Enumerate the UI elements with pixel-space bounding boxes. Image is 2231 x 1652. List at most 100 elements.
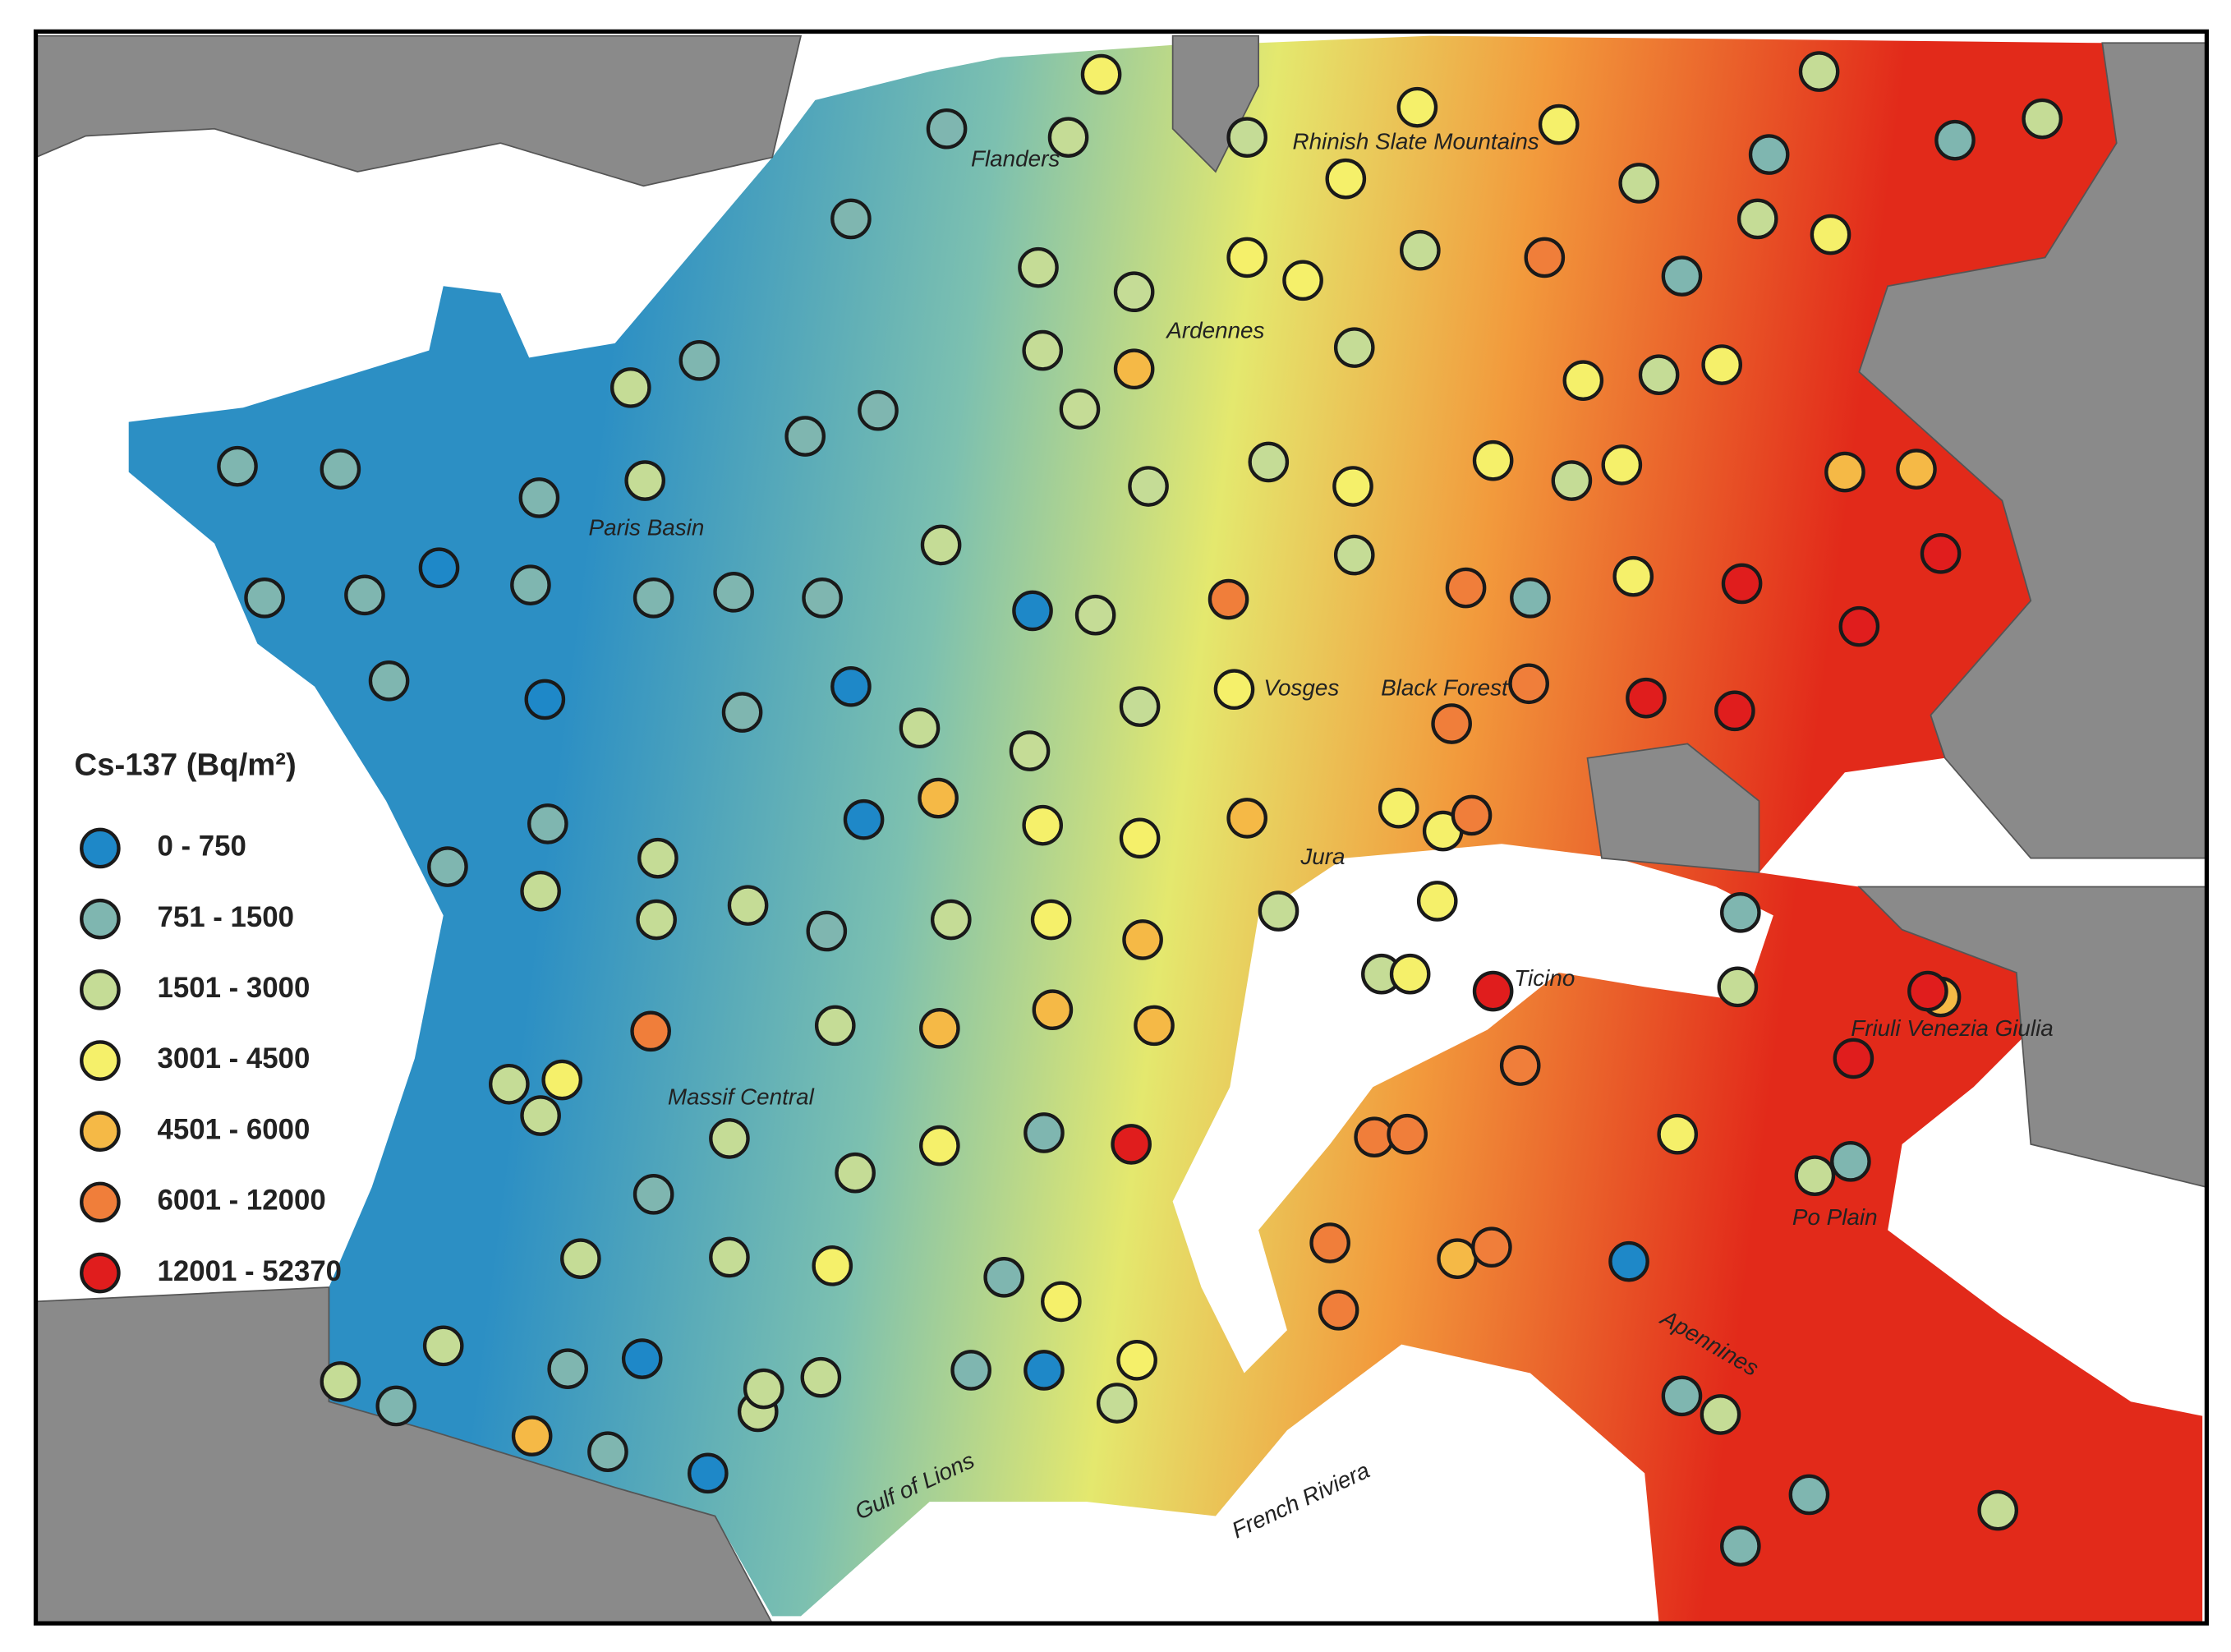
legend-swatch — [80, 1111, 121, 1153]
sample-site — [368, 660, 410, 702]
sample-site — [1208, 578, 1249, 620]
sample-site — [344, 574, 385, 616]
sample-site — [541, 1059, 583, 1101]
sample-site — [1437, 1238, 1478, 1279]
sample-site — [1700, 1394, 1741, 1435]
sample-site — [1041, 1281, 1082, 1323]
sample-site — [1074, 594, 1116, 636]
sample-site — [709, 1118, 750, 1159]
region-label: Ticino — [1514, 965, 1575, 991]
sample-site — [1396, 86, 1438, 128]
legend-label: 3001 - 4500 — [158, 1042, 310, 1074]
sample-site — [1389, 953, 1431, 995]
sample-site — [1510, 577, 1551, 619]
sample-site — [899, 707, 941, 749]
sample-site — [1318, 1290, 1359, 1331]
sample-site — [1024, 1350, 1065, 1391]
sample-site — [524, 679, 566, 720]
sample-site — [920, 524, 962, 566]
legend-label: 12001 - 52370 — [158, 1255, 343, 1287]
sample-site — [1111, 1124, 1152, 1165]
sample-site — [1325, 158, 1367, 200]
sample-site — [1226, 117, 1267, 159]
sample-site — [1661, 1375, 1703, 1417]
sample-site — [217, 445, 258, 487]
legend-title: Cs-137 (Bq/m²) — [75, 747, 297, 782]
region-label: Po Plain — [1792, 1204, 1878, 1230]
legend-swatch — [80, 1252, 121, 1294]
sample-site — [919, 1125, 960, 1167]
sample-site — [1080, 53, 1122, 95]
sample-site — [1096, 1383, 1138, 1424]
sample-site — [713, 572, 754, 613]
sample-site — [918, 777, 959, 819]
legend-label: 1501 - 3000 — [158, 972, 310, 1004]
sample-site — [527, 803, 568, 844]
sample-site — [1431, 703, 1472, 744]
sample-site — [1714, 690, 1755, 732]
sample-site — [1332, 466, 1373, 507]
sample-site — [1618, 163, 1660, 204]
sample-site — [1119, 817, 1161, 859]
region-label: Friuli Venezia Giulia — [1851, 1015, 2054, 1041]
sample-site — [1720, 892, 1761, 933]
legend-label: 751 - 1500 — [158, 901, 294, 933]
sample-site — [1788, 1474, 1830, 1516]
sample-site — [621, 1338, 663, 1379]
sample-site — [1920, 533, 1962, 574]
region-label: Paris Basin — [589, 515, 705, 541]
sample-site — [1471, 1226, 1512, 1268]
sample-site — [919, 1008, 960, 1049]
sample-site — [1721, 563, 1763, 605]
sample-site — [1524, 237, 1566, 278]
sample-site — [1701, 344, 1743, 385]
sample-site — [632, 1174, 674, 1215]
sample-site — [1387, 1113, 1428, 1155]
sample-site — [1213, 669, 1255, 711]
sample-site — [1661, 255, 1703, 297]
sample-site — [1248, 441, 1290, 483]
sample-site — [784, 416, 826, 457]
sample-site — [1030, 899, 1072, 941]
sample-site — [1122, 919, 1163, 960]
sample-site — [1378, 787, 1419, 829]
sample-site — [1282, 260, 1323, 301]
sample-site — [1018, 246, 1059, 288]
sample-site — [610, 367, 651, 408]
sample-site — [1824, 451, 1865, 493]
sample-site — [1907, 970, 1948, 1012]
sample-site — [1838, 605, 1880, 647]
sample-site — [802, 577, 843, 619]
sample-site — [1830, 1140, 1871, 1182]
sample-site — [510, 564, 551, 605]
sample-site — [1024, 1112, 1065, 1153]
sample-site — [418, 547, 460, 589]
sample-site — [830, 665, 872, 707]
sample-site — [687, 1452, 729, 1494]
sample-site — [488, 1063, 530, 1105]
sample-site — [511, 1415, 553, 1456]
sample-site — [1012, 590, 1053, 632]
sample-site — [830, 198, 872, 240]
sample-site — [1499, 1045, 1541, 1086]
sample-site — [926, 108, 968, 150]
sample-site — [800, 1356, 842, 1398]
sample-site — [427, 846, 468, 887]
sample-site — [721, 692, 763, 733]
sample-site — [1626, 677, 1667, 719]
legend-swatch — [80, 1181, 121, 1223]
sample-site — [1810, 214, 1852, 255]
sample-site — [244, 577, 285, 619]
sample-site — [1333, 534, 1375, 576]
legend-label: 4501 - 6000 — [158, 1113, 310, 1145]
sample-site — [1309, 1222, 1350, 1263]
sample-site — [624, 460, 666, 501]
sample-site — [1601, 444, 1643, 485]
sample-site — [1508, 663, 1549, 705]
sample-site — [1472, 970, 1514, 1012]
sample-site — [678, 339, 720, 381]
legend-swatch — [80, 1040, 121, 1081]
region-label: Black Forest — [1381, 675, 1509, 701]
